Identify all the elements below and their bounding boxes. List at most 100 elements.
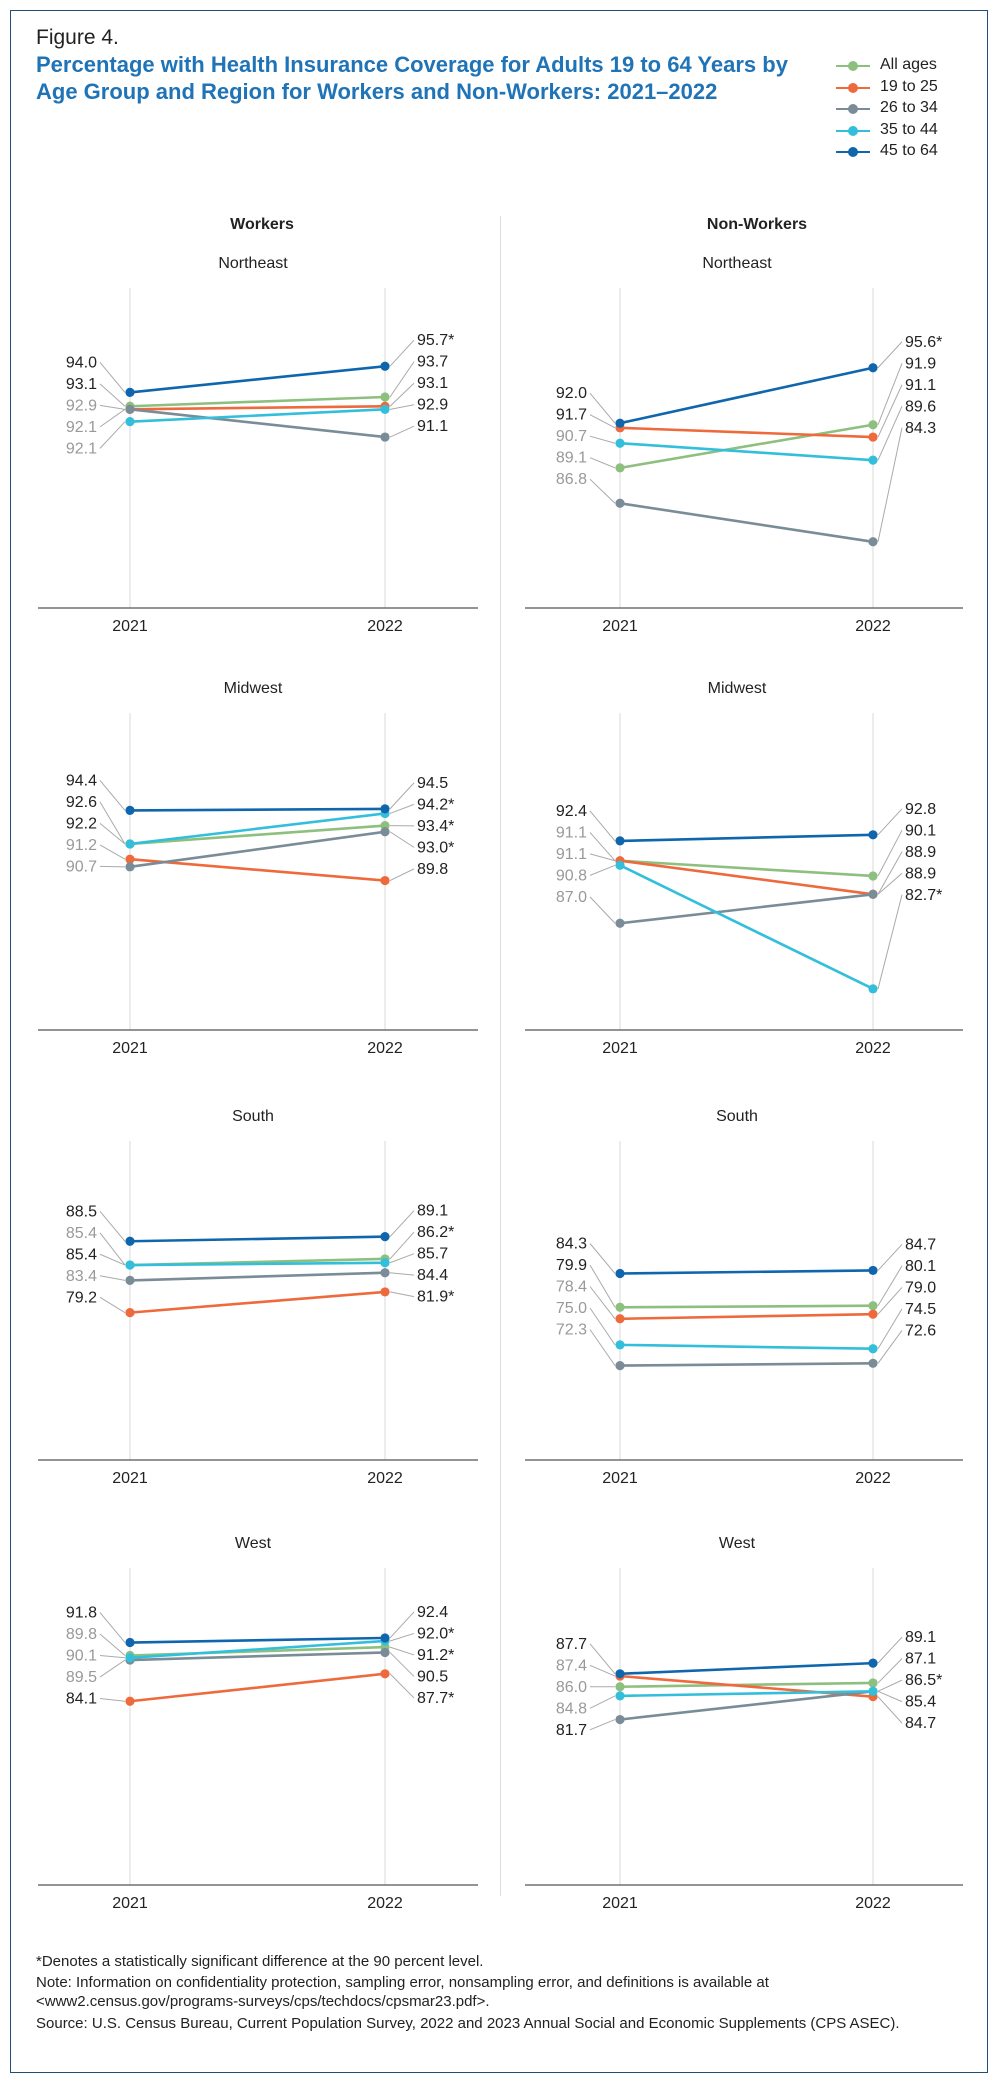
data-point [380,1287,390,1297]
label-leader-line [877,1658,903,1684]
data-label-2021: 88.5 [66,1203,97,1220]
data-point [615,498,625,508]
data-label-2021: 86.0 [556,1679,587,1696]
data-label-2022: 74.5 [905,1301,936,1318]
data-label-2021: 91.1 [556,846,587,863]
data-label-2021: 92.6 [66,794,97,811]
data-label-2022: 93.0* [417,839,454,856]
data-point [125,854,135,864]
label-leader-line [99,1659,126,1678]
data-point [615,1682,625,1692]
series-line [129,1235,386,1243]
data-label-2021: 92.9 [66,397,97,414]
series-line [619,1361,874,1367]
legend-label: 26 to 34 [880,99,938,116]
label-leader-line [99,1633,126,1656]
label-leader-line [389,361,415,398]
x-tick-label: 2021 [602,1895,638,1912]
label-leader-line [389,1272,415,1276]
data-point [125,1308,135,1318]
series-line [129,830,386,869]
data-point [615,1714,625,1725]
legend-label: 45 to 64 [880,142,938,159]
data-point [615,1340,625,1350]
series-line [619,1681,874,1689]
data-point [125,404,135,414]
series-line [129,807,386,812]
label-leader-line [99,1210,126,1242]
series-line [129,812,386,846]
column-header-workers: Workers [230,216,294,233]
data-point [380,361,390,371]
label-leader-line [389,1291,415,1298]
label-leader-line [389,404,415,410]
series-line [129,1271,386,1282]
panel-non-workers-midwest: Midwest 2021 2022 92.4 91.1 91.1 90.8 87.0 92.8 9… [525,680,963,1057]
data-label-2022: 92.9 [417,397,448,414]
data-point [868,1658,878,1668]
series-line [129,408,386,423]
data-label-2022: 93.7 [417,354,448,371]
data-label-2022: 82.7* [905,887,942,904]
series-line [619,859,874,878]
x-tick-label: 2022 [855,618,891,635]
series-line [619,864,874,990]
data-point [868,1678,878,1688]
label-leader-line [589,1719,616,1731]
x-tick-label: 2022 [855,1895,891,1912]
label-leader-line [99,383,126,407]
label-leader-line [99,780,126,811]
data-label-2022: 85.4 [905,1694,936,1711]
data-label-2021: 84.3 [556,1235,587,1252]
panel-title: South [232,1108,274,1125]
label-leader-line [589,414,616,429]
x-tick-label: 2022 [855,1040,891,1057]
chart-title: Percentage with Health Insurance Coverag… [36,52,788,104]
legend-item: 45 to 64 [836,142,986,164]
label-leader-line [589,896,616,924]
data-point [615,463,625,473]
legend-item: All ages [836,56,986,78]
series-line [129,824,386,846]
series-line [129,1651,386,1662]
legend-swatch-dot [848,104,858,114]
series-line [619,892,874,925]
x-tick-label: 2022 [855,1470,891,1487]
data-label-2021: 78.4 [556,1278,587,1295]
label-leader-line [589,392,616,424]
data-label-2022: 84.3 [905,420,936,437]
column-divider [500,216,501,1896]
data-point [380,1647,390,1658]
label-leader-line [877,1308,903,1349]
label-leader-line [877,872,903,895]
x-tick-label: 2021 [602,1040,638,1057]
series-line [619,501,874,544]
x-tick-label: 2021 [602,618,638,635]
data-point [380,1669,390,1679]
data-point [868,1301,878,1311]
data-label-2021: 89.1 [556,450,587,467]
x-tick-label: 2021 [112,618,148,635]
data-label-2021: 89.8 [66,1626,97,1643]
panel-title: West [235,1535,272,1552]
x-tick-label: 2021 [602,1470,638,1487]
data-label-2021: 90.1 [66,1648,97,1665]
data-point [868,984,878,994]
label-leader-line [389,382,415,407]
data-label-2021: 91.8 [66,1605,97,1622]
label-leader-line [877,1679,903,1692]
label-leader-line [877,1696,903,1724]
label-leader-line [389,425,415,438]
label-leader-line [99,1698,126,1702]
data-point [380,1633,390,1643]
x-tick-label: 2022 [367,618,403,635]
data-label-2021: 81.7 [556,1722,587,1739]
data-label-2021: 85.4 [66,1225,97,1242]
data-point [125,387,135,397]
data-point [868,1358,878,1368]
data-label-2021: 75.0 [556,1300,587,1317]
data-point [380,827,390,837]
legend-swatch-dot [848,125,858,136]
data-point [380,404,390,414]
data-label-2021: 92.0 [556,385,587,402]
